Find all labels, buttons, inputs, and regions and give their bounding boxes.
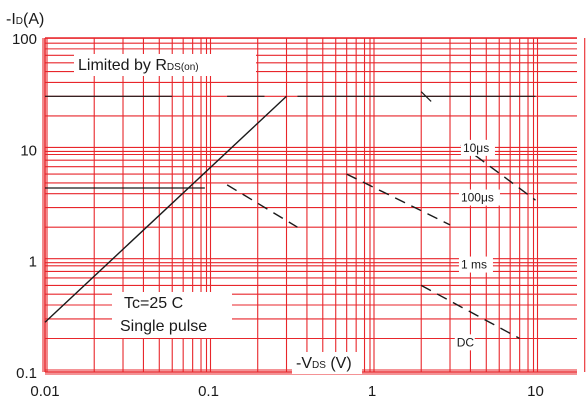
annotation-label: 1 ms [461, 258, 487, 272]
annotation-label: 100μs [461, 191, 494, 205]
rds-limit-label: Limited by RDS(on) [78, 57, 199, 74]
series-line-100us [346, 173, 451, 226]
x-tick-label: 1 [368, 383, 376, 400]
short-dash-mark [420, 91, 432, 102]
series [44, 95, 536, 340]
y-axis-label: -ID(A) [6, 11, 44, 28]
x-tick-label: 0.1 [198, 383, 219, 400]
x-axis-label: -VDS (V) [296, 355, 352, 372]
annotation-label: 10μs [463, 141, 489, 155]
series-line-limited-by-rds-on [44, 95, 287, 323]
annotation-background [460, 139, 495, 156]
y-tick-label: 100 [12, 31, 37, 48]
annotation-background [458, 256, 493, 273]
series-line-dc [420, 284, 520, 340]
series-line-1ms [226, 184, 298, 228]
annotation-background [454, 334, 475, 351]
annotation-background [458, 189, 500, 206]
y-tick-label: 10 [20, 142, 37, 159]
x-tick-label: 10 [527, 383, 544, 400]
pulse-annotations: 10μs 100μs 1 ms DC [454, 139, 500, 351]
x-label-background [292, 352, 362, 374]
condition-temperature: Tc=25 C [124, 295, 183, 312]
current-limit-lines [45, 91, 536, 189]
rds-label-background [74, 54, 256, 76]
y-tick-label: 0.1 [16, 365, 37, 382]
y-tick-label: 1 [29, 254, 37, 271]
series-line-10us [460, 144, 536, 201]
x-tick-label: 0.01 [30, 383, 59, 400]
condition-pulse: Single pulse [120, 318, 207, 335]
conditions-background [112, 292, 232, 338]
annotation-label: DC [457, 335, 475, 349]
